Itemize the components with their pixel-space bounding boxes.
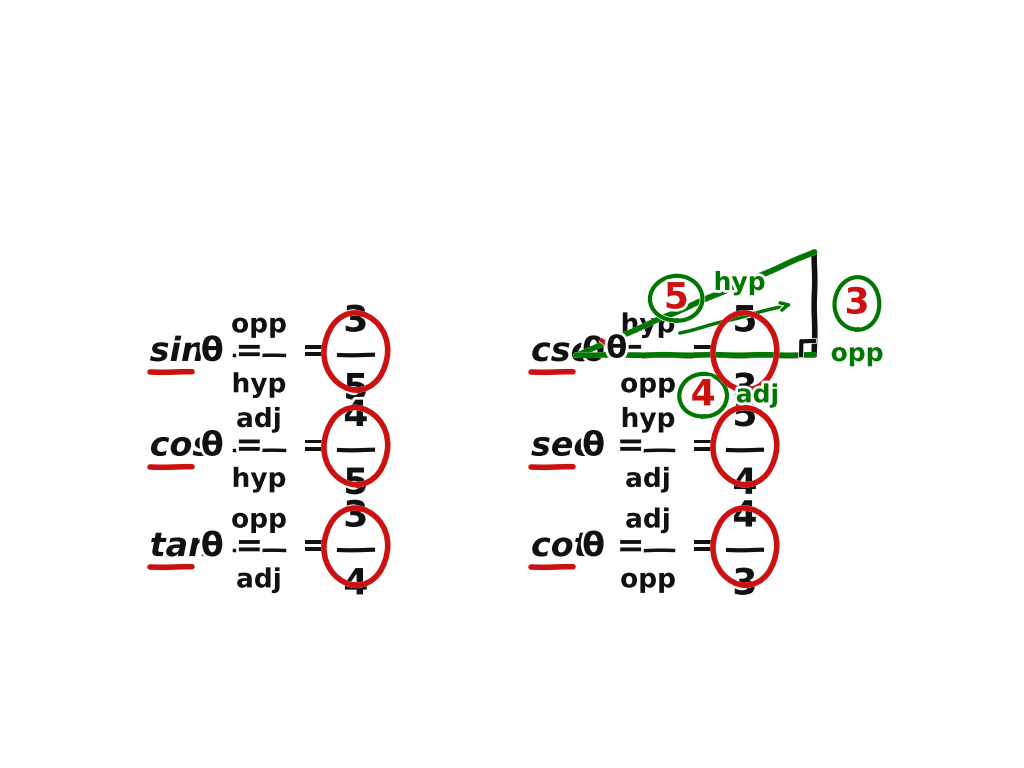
Text: 4: 4 (732, 467, 758, 501)
Text: 3: 3 (343, 304, 369, 339)
Text: opp: opp (830, 342, 884, 366)
Text: csc: csc (531, 335, 591, 368)
Text: 4: 4 (690, 379, 716, 412)
Text: =: = (302, 429, 330, 462)
Text: =: = (302, 335, 330, 368)
Text: 4: 4 (732, 499, 758, 534)
Text: θ =: θ = (583, 335, 644, 368)
Text: θ =: θ = (201, 429, 263, 462)
Text: 4: 4 (343, 399, 369, 433)
Text: =: = (690, 429, 719, 462)
Text: =: = (690, 530, 719, 563)
Text: opp: opp (231, 313, 287, 339)
Text: 4: 4 (343, 568, 369, 601)
Text: 5: 5 (343, 372, 369, 406)
Text: sec: sec (531, 429, 593, 462)
Text: adj: adj (625, 467, 671, 493)
Text: cos: cos (150, 429, 212, 462)
Text: sin: sin (150, 335, 205, 368)
Text: 5: 5 (732, 304, 758, 339)
Text: opp: opp (621, 568, 676, 594)
Text: hyp: hyp (714, 271, 766, 295)
Text: hyp: hyp (231, 467, 287, 493)
Text: 3: 3 (732, 568, 758, 601)
Text: 3: 3 (845, 286, 869, 320)
Text: opp: opp (621, 372, 676, 399)
Text: =: = (302, 530, 330, 563)
Text: hyp: hyp (621, 407, 676, 433)
Text: adj: adj (625, 508, 671, 534)
Text: tan: tan (150, 530, 212, 563)
Text: =: = (690, 335, 719, 368)
Text: θ =: θ = (583, 429, 644, 462)
Text: 5: 5 (732, 399, 758, 433)
Text: cot: cot (531, 530, 590, 563)
Text: hyp: hyp (621, 313, 676, 339)
Text: opp: opp (231, 508, 287, 534)
Text: 3: 3 (343, 499, 369, 534)
Text: 5: 5 (343, 467, 369, 501)
Text: adj: adj (735, 383, 779, 407)
Text: θ =: θ = (201, 335, 263, 368)
Text: adj: adj (237, 568, 282, 594)
Text: hyp: hyp (231, 372, 287, 399)
Text: θ =: θ = (201, 530, 263, 563)
Text: 3: 3 (732, 372, 758, 406)
Text: θ =: θ = (583, 530, 644, 563)
Text: θ: θ (606, 335, 627, 364)
Text: 5: 5 (664, 281, 689, 316)
Text: adj: adj (237, 407, 282, 433)
